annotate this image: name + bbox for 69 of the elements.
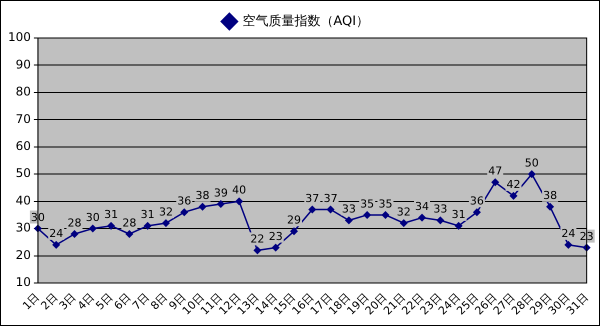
data-label: 33 — [433, 202, 448, 216]
y-tick-label: 100 — [8, 30, 31, 44]
point — [70, 230, 78, 238]
y-tick-label: 70 — [16, 112, 31, 126]
data-label: 31 — [140, 208, 155, 222]
y-tick-label: 30 — [16, 220, 31, 235]
data-label: 34 — [415, 200, 430, 214]
point — [326, 205, 335, 214]
point — [290, 227, 298, 236]
data-label: 31 — [452, 208, 466, 222]
point — [491, 178, 500, 186]
data-label: 32 — [396, 205, 411, 218]
data-label: 36 — [177, 194, 192, 208]
point — [198, 202, 207, 211]
data-label: 35 — [378, 197, 392, 210]
point — [180, 208, 188, 216]
data-label: 40 — [232, 184, 246, 197]
data-label: 38 — [543, 189, 558, 202]
point — [472, 208, 481, 216]
data-label: 38 — [196, 189, 210, 202]
y-tick-label: 80 — [16, 84, 31, 99]
data-label: 36 — [470, 194, 484, 208]
data-label: 37 — [324, 192, 338, 205]
point — [107, 222, 116, 230]
point — [436, 216, 444, 224]
point — [125, 230, 134, 238]
point — [253, 246, 262, 254]
point — [510, 192, 518, 200]
y-tick-label: 60 — [16, 139, 31, 154]
point — [400, 219, 408, 228]
data-label: 29 — [286, 214, 301, 227]
data-label: 33 — [342, 202, 356, 216]
data-label: 32 — [158, 205, 173, 218]
y-tick-label: 50 — [16, 166, 31, 180]
point — [418, 214, 426, 222]
point — [528, 170, 536, 178]
data-label: 37 — [305, 192, 320, 205]
y-tick-label: 90 — [16, 57, 31, 72]
y-tick-label: 40 — [16, 193, 31, 208]
data-label: 28 — [67, 216, 82, 230]
data-label: 22 — [250, 232, 264, 246]
point — [216, 200, 225, 208]
data-label: 24 — [49, 227, 64, 240]
point — [308, 205, 316, 214]
point — [235, 197, 244, 206]
data-label: 23 — [268, 230, 283, 243]
data-label: 50 — [524, 156, 539, 170]
point — [454, 222, 463, 230]
data-label: 28 — [122, 216, 136, 230]
data-label: 47 — [488, 164, 502, 178]
point — [363, 210, 372, 219]
point — [546, 202, 554, 211]
y-tick-label: 20 — [16, 248, 31, 262]
point — [564, 240, 572, 249]
point — [162, 219, 170, 228]
y-tick-label: 10 — [16, 275, 31, 290]
data-label: 35 — [360, 197, 374, 210]
legend-label: 空气质量指数（AQI） — [242, 14, 370, 29]
data-label: 39 — [214, 186, 228, 200]
data-label: 30 — [86, 210, 100, 224]
data-label: 31 — [104, 208, 118, 222]
data-label: 42 — [506, 178, 520, 192]
point — [344, 216, 353, 224]
point — [381, 210, 390, 219]
point — [52, 240, 60, 249]
point — [272, 244, 280, 252]
point — [88, 224, 97, 233]
point — [144, 222, 152, 230]
data-label: 24 — [561, 227, 576, 240]
